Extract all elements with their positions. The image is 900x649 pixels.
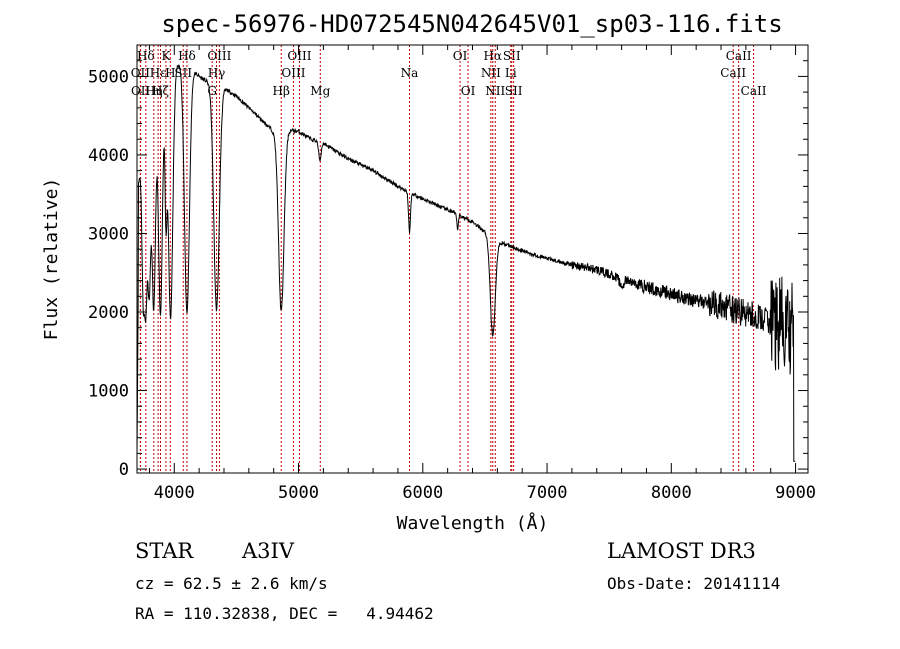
line-marker-label: Hδ: [137, 49, 155, 63]
x-tick-label: 4000: [154, 483, 195, 503]
line-marker-label: CaII: [726, 49, 752, 63]
line-marker-label: SII: [174, 66, 192, 80]
y-tick-label: 1000: [88, 382, 129, 402]
line-marker-label: Hα: [483, 49, 502, 63]
y-axis-label: Flux (relative): [41, 178, 62, 341]
redshift-value: cz = 62.5 ± 2.6 km/s: [135, 574, 328, 593]
line-marker-label: CaII: [741, 84, 767, 98]
line-marker-label: Hε: [150, 66, 167, 80]
line-marker-label: Hγ: [208, 66, 226, 80]
line-marker-label: H: [165, 66, 175, 80]
line-marker-label: NII: [485, 84, 505, 98]
line-marker-label: Na: [401, 66, 419, 80]
y-tick-label: 2000: [88, 303, 129, 323]
coordinates: RA = 110.32838, DEC = 4.94462: [135, 604, 434, 623]
line-marker-label: G: [207, 84, 217, 98]
x-tick-label: 7000: [527, 483, 568, 503]
x-tick-label: 5000: [278, 483, 319, 503]
x-tick-label: 9000: [775, 483, 816, 503]
line-marker-label: OII: [131, 84, 151, 98]
y-tick-label: 5000: [88, 67, 129, 87]
chart-title: spec-56976-HD072545N042645V01_sp03-116.f…: [161, 10, 782, 38]
line-marker-label: OIII: [207, 49, 231, 63]
line-marker-label: OI: [461, 84, 476, 98]
y-tick-label: 3000: [88, 224, 129, 244]
line-marker-label: OIII: [281, 66, 305, 80]
line-marker-label: OIII: [287, 49, 311, 63]
spectrum-line: [136, 64, 796, 462]
line-marker-label: NII: [481, 66, 501, 80]
object-class: STAR: [135, 539, 194, 563]
x-axis-label: Wavelength (Å): [397, 512, 549, 534]
line-marker-label: K: [161, 49, 171, 63]
observation-date: Obs-Date: 20141114: [607, 574, 781, 593]
x-tick-label: 8000: [651, 483, 692, 503]
survey-name: LAMOST DR3: [607, 539, 756, 563]
spectrum-series: [136, 64, 796, 462]
plot-frame: [136, 44, 809, 474]
line-marker-label: SII: [503, 49, 521, 63]
line-marker-label: Hβ: [273, 84, 290, 98]
line-marker-label: Hζ: [152, 84, 169, 98]
y-tick-label: 0: [119, 460, 129, 480]
line-marker-label: Hδ: [178, 49, 196, 63]
axis-ticks: 4000 5000 6000 7000 8000 9000 0 1000 2000 3000 400…: [88, 45, 816, 503]
line-marker-label: OI: [453, 49, 468, 63]
x-tick-label: 6000: [402, 483, 443, 503]
line-marker-label: Mg: [310, 84, 330, 98]
line-marker-label: Hη: [145, 84, 163, 98]
line-marker-label: CaII: [720, 66, 746, 80]
y-tick-label: 4000: [88, 146, 129, 166]
line-marker-label: SII: [505, 84, 523, 98]
spectral-subclass: A3IV: [242, 539, 294, 563]
line-marker-label: Li: [505, 66, 517, 80]
